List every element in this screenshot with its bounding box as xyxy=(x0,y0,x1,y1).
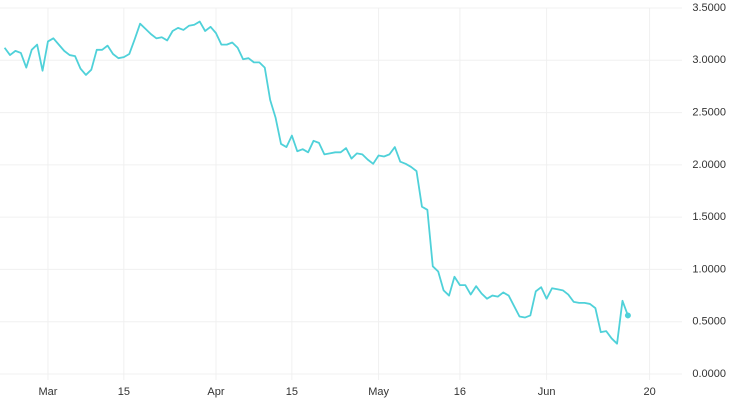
x-tick-label: Jun xyxy=(538,386,556,398)
last-point xyxy=(624,312,631,319)
y-tick-label: 3.0000 xyxy=(692,54,726,66)
y-tick-label: 3.5000 xyxy=(692,2,726,14)
y-tick-label: 0.5000 xyxy=(692,316,726,328)
y-tick-label: 2.5000 xyxy=(692,106,726,118)
y-tick-label: 1.5000 xyxy=(692,211,726,223)
x-tick-label: May xyxy=(368,386,389,398)
price-line xyxy=(3,20,629,345)
y-tick-label: 0.0000 xyxy=(692,368,726,380)
x-tick-label: Apr xyxy=(207,386,224,398)
y-tick-label: 2.0000 xyxy=(692,159,726,171)
x-tick-label: 15 xyxy=(118,386,130,398)
x-tick-label: Mar xyxy=(38,386,57,398)
x-tick-label: 20 xyxy=(643,386,655,398)
y-tick-label: 1.0000 xyxy=(692,263,726,275)
x-tick-label: 15 xyxy=(286,386,298,398)
x-tick-label: 16 xyxy=(454,386,466,398)
